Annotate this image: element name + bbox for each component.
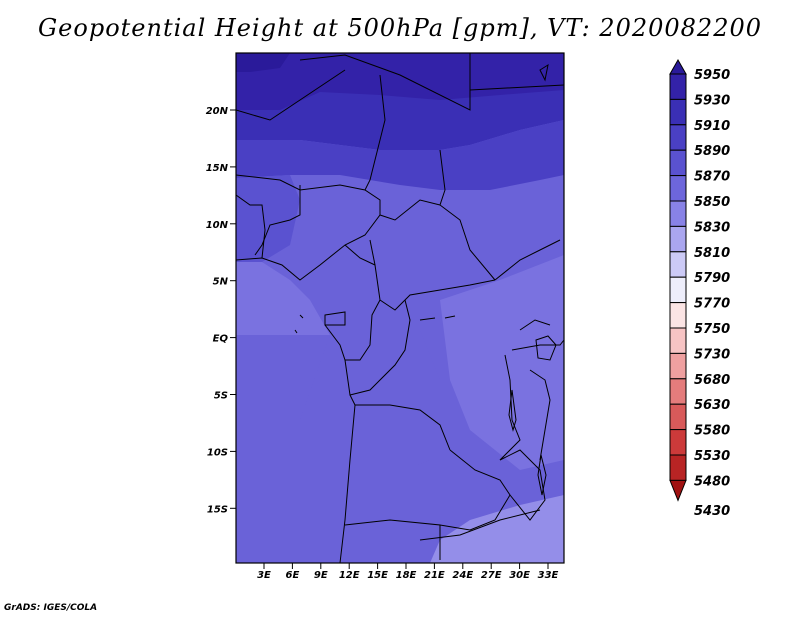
boundary-angola-namibia [344, 519, 441, 560]
colorbar-swatch [669, 352, 687, 380]
lon-label: 21E [424, 570, 445, 581]
colorbar-swatch [669, 124, 687, 151]
colorbar-label: 5730 [694, 347, 730, 362]
lat-label: 15N [206, 163, 229, 174]
lon-label: 24E [452, 570, 473, 581]
boundary-car-south [344, 244, 496, 311]
lon-label: 33E [538, 570, 559, 581]
lon-label: 27E [481, 570, 502, 581]
colorbar-label: 5930 [694, 93, 730, 108]
lake-victoria [535, 335, 557, 361]
lake-malawi [537, 454, 547, 496]
colorbar-swatch [669, 276, 687, 304]
lon-label: 18E [396, 570, 417, 581]
map-title: Geopotential Height at 500hPa [gpm], VT:… [38, 14, 762, 42]
boundary-malawi-moz [499, 449, 546, 521]
map-frame [235, 52, 565, 564]
boundary-nigeria-west [254, 185, 301, 256]
boundary-uganda-kenya [511, 339, 564, 351]
lake-tanganyika [508, 389, 517, 432]
height-field [236, 53, 564, 563]
islands [294, 314, 304, 334]
lat-label: 15S [207, 504, 228, 515]
lat-label: 10N [206, 220, 229, 231]
colorbar-label: 5580 [694, 424, 730, 439]
boundary-niger-chad [364, 74, 386, 191]
boundary-niger-nigeria [236, 174, 381, 215]
colorbar-label: 5790 [694, 271, 730, 286]
boundary-chad-sudan [439, 149, 496, 281]
lat-label: 5N [213, 277, 229, 288]
colorbar-label: 5630 [694, 398, 730, 413]
boundary-zimbabwe [419, 509, 541, 541]
colorbar-label: 5870 [694, 170, 730, 185]
colorbar-label: 5680 [694, 373, 730, 388]
boundary-angola-drc [349, 394, 451, 451]
colorbar-swatch [669, 225, 687, 253]
field-band-5950 [236, 53, 290, 72]
lon-label: 6E [286, 570, 300, 581]
river-congo [419, 315, 456, 321]
boundary-angola-coast [339, 404, 356, 563]
colorbar-swatch [669, 175, 687, 202]
colorbar-label: 5890 [694, 144, 730, 159]
lon-label: 15E [367, 570, 388, 581]
latitude-axis: 20N 15N 10N 5N EQ 5S 10S 15S [206, 106, 236, 515]
colorbar-label: 5950 [694, 68, 730, 83]
colorbar-label: 5830 [694, 220, 730, 235]
colorbar-label: 5530 [694, 449, 730, 464]
colorbar-swatch [669, 403, 687, 431]
boundary-gabon [324, 299, 381, 361]
colorbar: 5950 5930 5910 5890 5870 5850 5830 5810 5790 5770… [669, 58, 730, 519]
red-sea-detail [539, 63, 549, 82]
colorbar-label: 5480 [694, 474, 730, 489]
lon-label: 12E [339, 570, 360, 581]
boundary-cameroon-car [369, 239, 376, 266]
lon-label: 3E [257, 570, 271, 581]
boundary-libya-chad [299, 53, 471, 111]
colorbar-swatch [669, 454, 687, 481]
colorbar-label: 5850 [694, 195, 730, 210]
boundary-egypt-sudan [469, 84, 564, 91]
colorbar-label: 5430 [694, 504, 730, 519]
colorbar-swatch [669, 73, 687, 100]
colorbar-swatch [669, 98, 687, 126]
country-boundaries [236, 53, 564, 563]
boundary-sudan-south [494, 239, 561, 281]
colorbar-swatch [669, 251, 687, 278]
colorbar-label: 5750 [694, 322, 730, 337]
boundary-tanzania [529, 369, 551, 461]
boundary-uganda [519, 319, 551, 331]
colorbar-label: 5810 [694, 246, 730, 261]
field-band-5890 [236, 120, 564, 190]
colorbar-label: 5910 [694, 119, 730, 134]
lat-label: EQ [213, 334, 229, 345]
field-band-5930 [236, 53, 564, 110]
boundary-great-lakes [499, 354, 521, 461]
boundary-algeria-niger [236, 69, 346, 121]
colorbar-swatch [669, 378, 687, 405]
field-band-5850-east [440, 255, 564, 470]
credit-label: GrADS: IGES/COLA [4, 603, 98, 613]
lat-label: 5S [214, 391, 228, 402]
lon-label: 9E [314, 570, 328, 581]
longitude-axis: 3E 6E 9E 12E 15E 18E 21E 24E 27E 30E 33E [257, 563, 559, 581]
lon-label: 30E [509, 570, 530, 581]
lat-label: 10S [207, 447, 228, 458]
colorbar-bottom-arrow [669, 479, 687, 502]
lat-label: 20N [206, 106, 229, 117]
colorbar-swatch [669, 149, 687, 177]
boundary-benin [236, 194, 266, 259]
boundary-eq-guinea [324, 311, 346, 326]
colorbar-label: 5770 [694, 297, 730, 312]
colorbar-swatch [669, 302, 687, 329]
field-band-5850-west [236, 262, 330, 335]
field-band-5870-west [236, 175, 300, 262]
colorbar-swatch [669, 200, 687, 227]
colorbar-top-arrow [669, 58, 687, 75]
colorbar-swatch [669, 429, 687, 456]
colorbar-swatch [669, 327, 687, 354]
